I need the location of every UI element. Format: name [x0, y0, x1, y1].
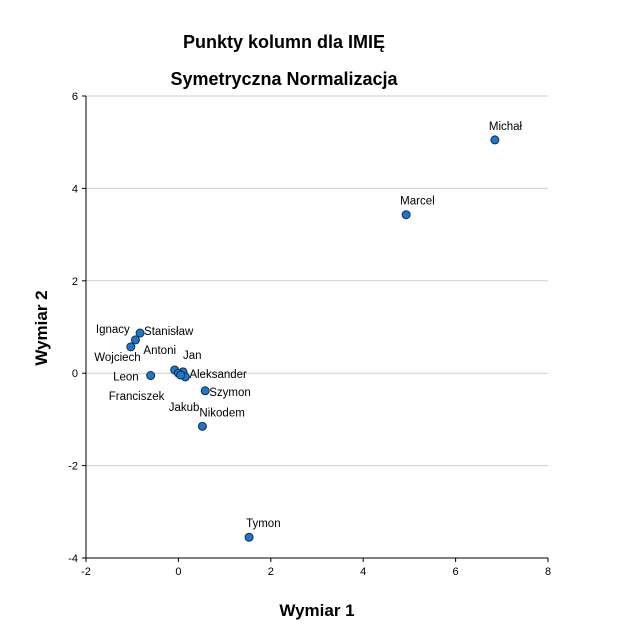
axes	[82, 95, 549, 562]
point-label-13: Tymon	[246, 518, 281, 530]
data-point-4	[130, 335, 140, 345]
point-label-10: Jakub	[169, 402, 200, 414]
x-tick-label-4: 6	[453, 566, 459, 578]
data-point-10	[176, 370, 186, 380]
data-points	[126, 135, 500, 542]
point-labels: Michał Marcel Ignacy Stanisław Antoni Jan Wojc…	[94, 121, 522, 530]
data-point-12	[197, 421, 207, 431]
point-label-3: Stanisław	[144, 326, 194, 338]
x-tick-label-5: 8	[545, 566, 551, 578]
point-label-0: Michał	[489, 121, 523, 133]
point-label-1: Marcel	[400, 196, 435, 208]
y-tick-label-3: 2	[72, 276, 78, 288]
x-tick-label-2: 2	[268, 566, 274, 578]
data-point-13	[244, 532, 254, 542]
y-axis-label: Wymiar 2	[32, 290, 51, 365]
point-label-2: Ignacy	[96, 324, 130, 336]
data-point-11	[200, 386, 210, 396]
y-tick-label-1: -2	[68, 461, 78, 473]
chart-subtitle: Symetryczna Normalizacja	[170, 69, 398, 89]
data-point-3	[135, 328, 145, 338]
x-axis-label: Wymiar 1	[279, 601, 354, 620]
data-point-2	[126, 342, 136, 352]
data-point-1	[401, 210, 411, 220]
point-label-5: Jan	[183, 350, 202, 362]
data-point-7	[146, 371, 156, 381]
point-label-11: Szymon	[209, 387, 251, 399]
point-label-6: Wojciech	[94, 352, 140, 364]
point-label-9: Franciszek	[109, 391, 165, 403]
y-tick-label-4: 4	[72, 183, 78, 195]
point-label-8: Aleksander	[189, 369, 247, 381]
point-label-12: Nikodem	[199, 407, 244, 419]
point-label-4: Antoni	[143, 345, 176, 357]
point-label-7: Leon	[113, 372, 139, 384]
y-tick-label-2: 0	[72, 368, 78, 380]
chart-title: Punkty kolumn dla IMIĘ	[183, 32, 385, 52]
x-tick-label-3: 4	[360, 566, 366, 578]
y-tick-label-5: 6	[72, 91, 78, 103]
y-tick-label-0: -4	[68, 553, 78, 565]
grid-lines	[86, 95, 548, 467]
x-tick-label-0: -2	[81, 566, 91, 578]
data-point-0	[490, 135, 500, 145]
x-tick-label-1: 0	[175, 566, 181, 578]
